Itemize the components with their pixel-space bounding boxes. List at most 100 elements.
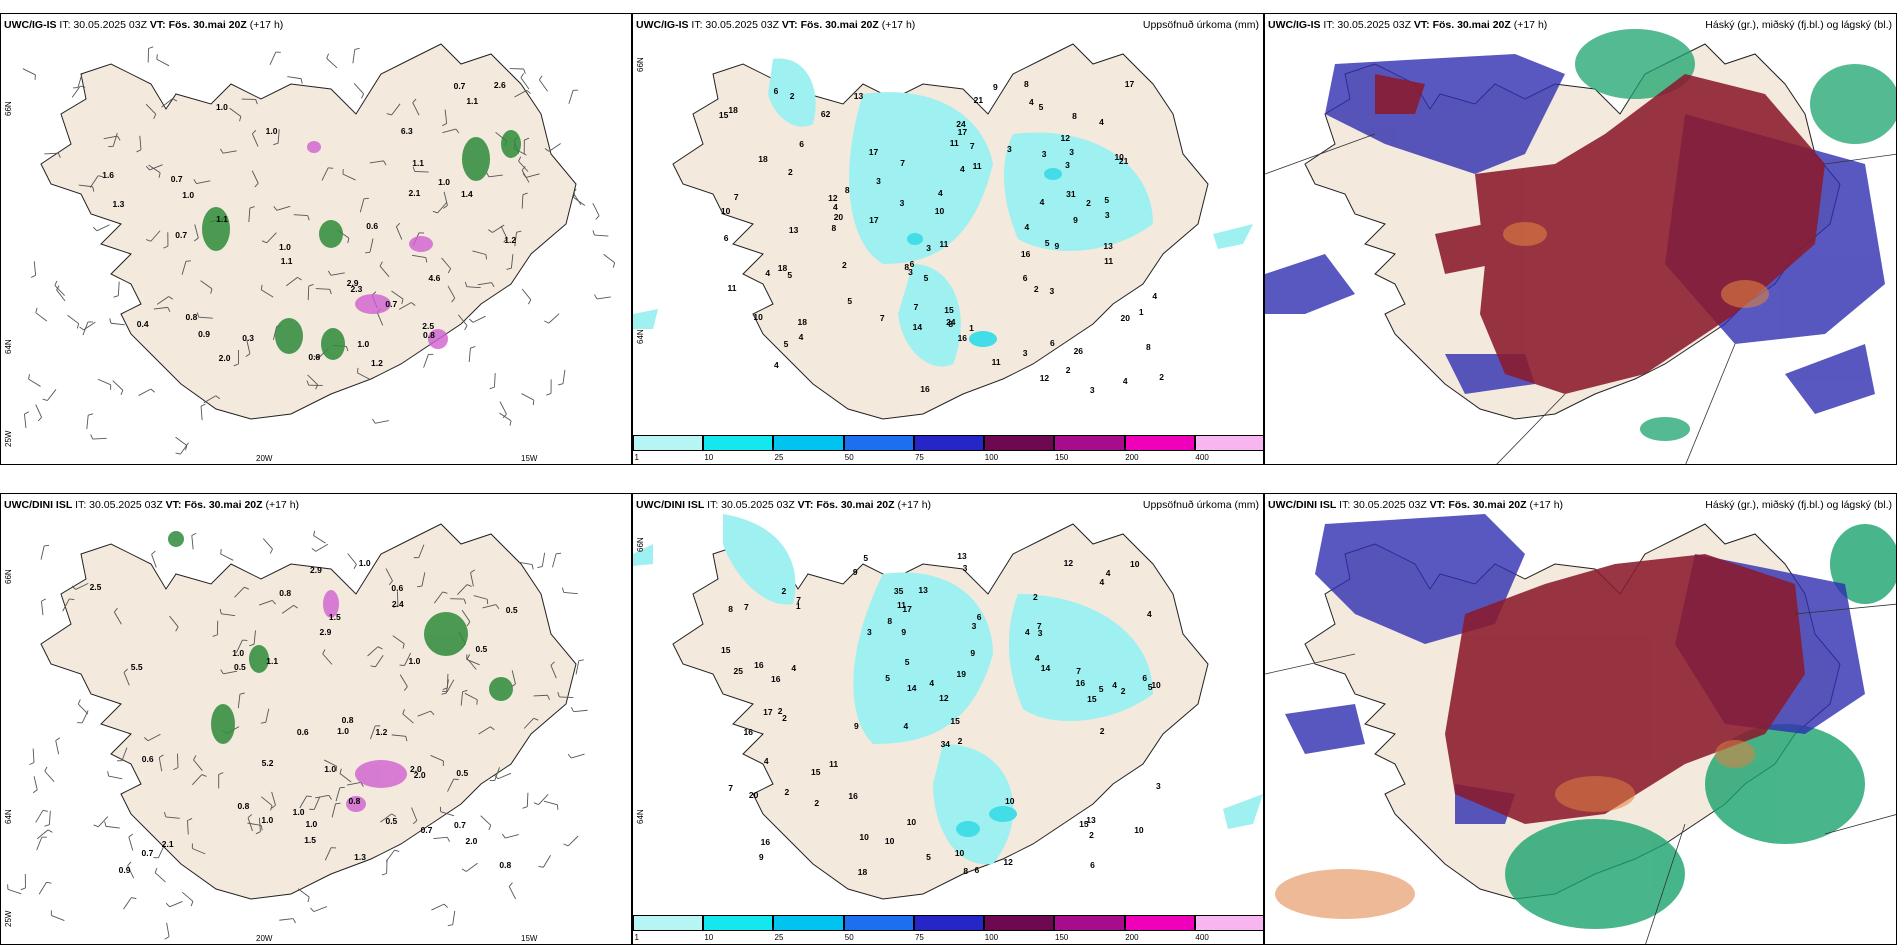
value-label: 5 xyxy=(1104,195,1110,206)
wind-barb-flag xyxy=(37,416,42,422)
wind-barb xyxy=(192,848,206,855)
wind-barb xyxy=(375,420,389,424)
wind-barb xyxy=(563,592,578,595)
value-label: 3 xyxy=(1022,347,1028,358)
value-label: 2 xyxy=(787,167,793,178)
wind-barb-flag xyxy=(403,686,408,691)
wind-barb xyxy=(36,829,49,840)
wind-barb-flag xyxy=(219,148,224,154)
wind-barb xyxy=(237,694,241,709)
wind-barb xyxy=(149,164,163,171)
wind-barb xyxy=(86,415,89,430)
wind-barb xyxy=(511,670,516,685)
wind-barb-flag xyxy=(313,355,319,359)
wind-barb xyxy=(47,389,57,401)
wind-barb xyxy=(472,315,486,323)
wind-barb xyxy=(313,906,328,913)
wind-barb xyxy=(500,225,508,239)
wind-barb-flag xyxy=(412,166,416,172)
wind-barb-flag xyxy=(339,768,342,774)
panel-top-wind[interactable]: UWC/IG-IS IT: 30.05.2025 03Z VT: Fös. 30… xyxy=(0,13,632,465)
wind-barb xyxy=(572,192,582,206)
legend-swatch xyxy=(1124,915,1195,931)
value-label: 1.0 xyxy=(265,125,278,136)
wind-barb-flag xyxy=(556,552,562,555)
value-label: 0.7 xyxy=(175,229,188,240)
panel-title: Uppsöfnuð úrkoma (mm) xyxy=(1142,19,1259,31)
value-label: 1.0 xyxy=(216,102,228,113)
value-label: 12 xyxy=(1063,558,1074,569)
wind-barb-flag xyxy=(247,814,253,819)
wind-barb xyxy=(446,673,449,688)
value-label: 0.5 xyxy=(456,768,469,778)
wind-barb-flag xyxy=(357,367,359,373)
model-name: UWC/DINI ISL xyxy=(1268,499,1337,511)
panel-bottom-cloud[interactable]: UWC/DINI ISL IT: 30.05.2025 03Z VT: Fös.… xyxy=(1264,493,1897,945)
value-label: 5 xyxy=(787,270,793,281)
value-label: 0.6 xyxy=(141,753,154,764)
value-label: 6 xyxy=(723,233,729,244)
wind-barb xyxy=(379,265,390,278)
wind-barb-flag xyxy=(244,586,250,590)
wind-barb xyxy=(499,412,512,422)
legend-swatch xyxy=(1054,435,1125,451)
value-label: 18 xyxy=(777,262,788,273)
panel-top-cloud[interactable]: UWC/IG-IS IT: 30.05.2025 03Z VT: Fös. 30… xyxy=(1264,13,1897,465)
wind-barb xyxy=(525,173,540,178)
wind-barb-flag xyxy=(164,936,170,940)
value-label: 18 xyxy=(758,153,768,164)
value-label: 4 xyxy=(1024,222,1030,233)
value-label: 1.1 xyxy=(466,96,479,107)
panel-header: UWC/IG-IS IT: 30.05.2025 03Z VT: Fös. 30… xyxy=(4,19,283,31)
value-label: 11 xyxy=(939,238,949,249)
value-label: 1.0 xyxy=(182,190,195,201)
wind-barb xyxy=(494,373,496,388)
value-label: 12 xyxy=(1003,857,1013,868)
wind-barb-flag xyxy=(327,270,332,276)
wind-barb-flag xyxy=(193,755,197,761)
wind-barb xyxy=(198,316,213,319)
legend-tick-label: 400 xyxy=(1195,453,1209,462)
wind-barb xyxy=(297,888,310,898)
value-label: 0.7 xyxy=(454,819,466,830)
wind-barb xyxy=(488,174,503,178)
wind-barb xyxy=(62,598,70,612)
wind-barb-flag xyxy=(572,188,577,194)
wind-barb xyxy=(603,253,615,264)
wind-barb xyxy=(331,803,337,818)
value-label: 2.9 xyxy=(319,626,332,637)
wind-barb-flag xyxy=(430,710,435,716)
wind-pink-patches xyxy=(307,141,448,349)
wind-barb-flag xyxy=(425,257,428,263)
wind-barb xyxy=(265,708,270,723)
wind-barb-flag xyxy=(293,604,299,609)
wind-barb xyxy=(567,835,579,847)
wind-barb xyxy=(437,202,448,214)
wind-barb-flag xyxy=(175,452,181,455)
panel-bottom-precip[interactable]: UWC/DINI ISL IT: 30.05.2025 03Z VT: Fös.… xyxy=(632,493,1264,945)
wind-barb-flag xyxy=(464,281,468,287)
wind-barb xyxy=(138,388,152,396)
value-label: 17 xyxy=(868,146,879,157)
wind-barb xyxy=(385,568,393,582)
wind-barb xyxy=(412,102,420,116)
lat-label-64n: 64N xyxy=(636,809,645,824)
wind-barb-flag xyxy=(136,149,142,153)
value-label: 6 xyxy=(976,611,982,622)
wind-barb-flag xyxy=(163,811,167,818)
low-cloud xyxy=(1505,524,1896,929)
value-label: 5 xyxy=(904,656,910,667)
panel-bottom-wind[interactable]: UWC/DINI ISL IT: 30.05.2025 03Z VT: Fös.… xyxy=(0,493,632,945)
wind-barb xyxy=(538,794,549,805)
value-label: 0.5 xyxy=(475,644,488,655)
value-label: 4 xyxy=(763,755,769,766)
value-label: 2.9 xyxy=(310,564,322,575)
value-label: 13 xyxy=(788,224,799,235)
wind-barb-flag xyxy=(255,831,261,835)
panel-top-precip[interactable]: UWC/IG-IS IT: 30.05.2025 03Z VT: Fös. 30… xyxy=(632,13,1264,465)
wind-barb xyxy=(251,133,259,147)
legend-tick-label: 25 xyxy=(774,933,784,942)
value-label: 4 xyxy=(960,164,965,175)
value-label: 7 xyxy=(1076,666,1081,677)
map-outline-lines xyxy=(1265,133,1896,464)
